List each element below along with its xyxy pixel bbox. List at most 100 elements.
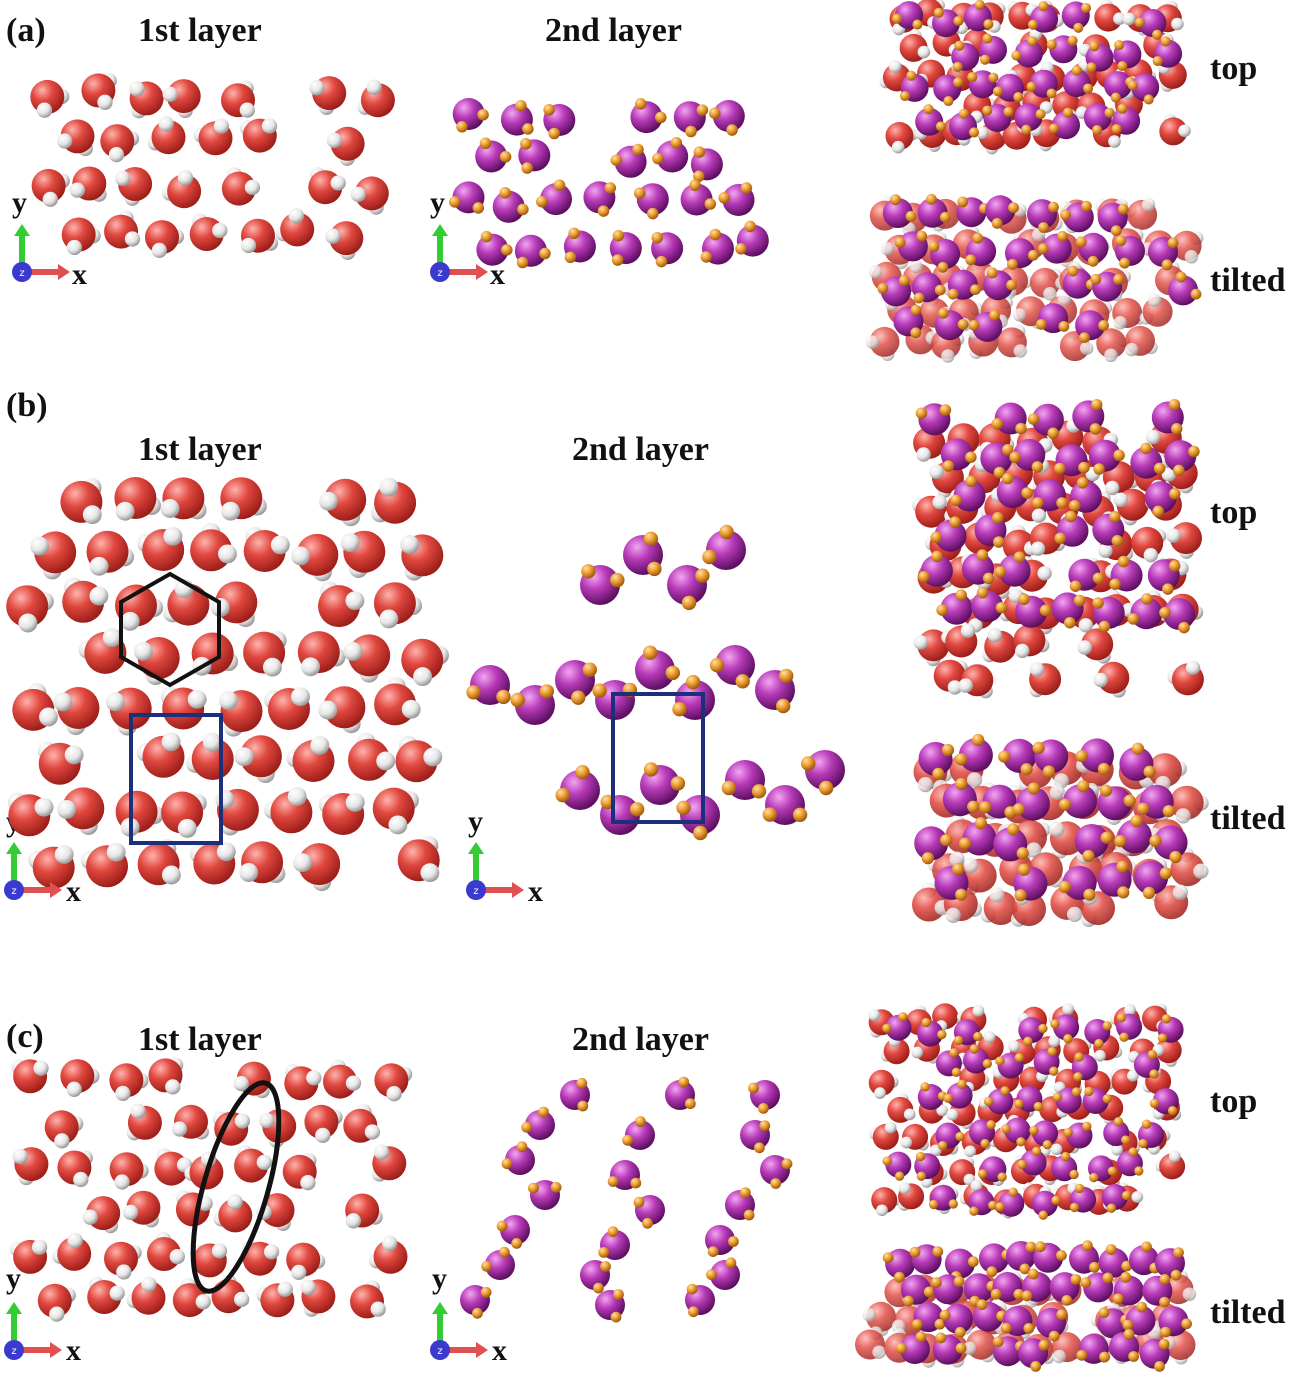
hydrogen-atom-layer2 — [706, 1269, 717, 1281]
hydrogen-atom-layer2 — [954, 1326, 966, 1338]
hydrogen-atom-layer2 — [1102, 1272, 1114, 1284]
hydrogen-atom-layer2 — [931, 1277, 942, 1288]
oxygen-atom-layer2 — [1014, 39, 1043, 68]
hydrogen-atom-layer2 — [953, 77, 964, 88]
hydrogen-atom — [936, 1104, 949, 1117]
hydrogen-atom-layer2 — [1035, 109, 1046, 120]
hydrogen-atom — [1066, 906, 1083, 923]
hydrogen-atom-layer2 — [1038, 1, 1049, 12]
hydrogen-atom-layer2 — [754, 1142, 765, 1154]
hydrogen-atom — [1030, 541, 1046, 556]
hydrogen-atom — [73, 1171, 89, 1188]
hydrogen-atom-layer2 — [528, 1182, 539, 1194]
hydrogen-atom-layer2 — [1033, 1101, 1043, 1112]
hydrogen-atom — [975, 126, 989, 140]
hydrogen-atom-layer2 — [598, 1247, 610, 1258]
hydrogen-atom-layer2 — [517, 203, 529, 216]
hydrogen-atom-layer2 — [759, 1120, 771, 1132]
hydrogen-atom-layer2 — [1092, 572, 1105, 584]
hydrogen-atom-layer2 — [940, 833, 953, 847]
hydrogen-atom-layer2 — [957, 319, 969, 330]
hydrogen-atom-layer2 — [979, 54, 991, 65]
hydrogen-atom-layer2 — [1160, 36, 1171, 47]
hydrogen-atom — [388, 815, 408, 835]
hydrogen-atom — [868, 265, 883, 279]
hydrogen-atom — [221, 501, 241, 521]
hydrogen-atom — [211, 1243, 228, 1259]
hydrogen-atom-layer2 — [781, 1158, 793, 1170]
hydrogen-atom-layer2 — [481, 1260, 492, 1272]
hydrogen-atom-layer2 — [480, 1286, 492, 1298]
hydrogen-atom-layer2 — [890, 194, 901, 206]
hydrogen-atom-layer2 — [953, 1035, 964, 1046]
hydrogen-atom-layer2 — [1159, 867, 1172, 880]
hydrogen-atom-layer2 — [1138, 1138, 1148, 1149]
hydrogen-atom-layer2 — [655, 111, 667, 124]
hydrogen-atom — [34, 797, 54, 817]
hydrogen-atom — [1141, 198, 1156, 212]
axis-x-label: x — [528, 875, 543, 908]
hydrogen-atom-layer2 — [1027, 19, 1039, 30]
hydrogen-atom-layer2 — [915, 1151, 926, 1162]
hydrogen-atom-layer2 — [1020, 763, 1033, 776]
oxygen-atom — [221, 171, 256, 206]
hydrogen-atom — [1147, 293, 1162, 307]
oxygen-atom — [354, 176, 389, 211]
hydrogen-atom-layer2 — [955, 753, 968, 766]
hydrogen-atom-layer2 — [1107, 1166, 1118, 1176]
hydrogen-atom-layer2 — [1048, 201, 1059, 213]
hydrogen-atom-layer2 — [1016, 1137, 1026, 1147]
hydrogen-atom — [49, 1306, 65, 1322]
hydrogen-atom — [12, 1148, 28, 1165]
hydrogen-atom-layer2 — [1001, 1124, 1011, 1134]
hydrogen-atom — [364, 1124, 381, 1140]
hydrogen-atom — [114, 1174, 130, 1190]
hydrogen-atom-layer2 — [937, 1029, 947, 1040]
oxygen-atom-layer2 — [940, 592, 973, 625]
hydrogen-atom — [18, 613, 38, 633]
hydrogen-atom — [233, 1075, 249, 1092]
hydrogen-atom — [386, 1086, 402, 1102]
hydrogen-atom-layer2 — [906, 70, 917, 81]
hydrogen-atom — [212, 222, 228, 239]
hydrogen-atom — [42, 191, 58, 208]
oxygen-atom-layer2 — [1031, 403, 1064, 436]
hydrogen-atom-layer2 — [577, 1100, 589, 1112]
hydrogen-atom-layer2 — [670, 776, 686, 791]
hydrogen-atom-layer2 — [1119, 257, 1130, 269]
hydrogen-atom-layer2 — [1006, 279, 1017, 291]
hydrogen-atom-layer2 — [1127, 613, 1139, 625]
oxygen-atom-layer2 — [1101, 1184, 1128, 1210]
hydrogen-atom-layer2 — [921, 852, 935, 865]
hydrogen-atom-layer2 — [982, 572, 995, 585]
hydrogen-atom-layer2 — [915, 407, 928, 419]
hydrogen-atom-layer2 — [1128, 1147, 1138, 1157]
hydrogen-atom-layer2 — [1134, 17, 1145, 28]
hydrogen-atom-layer2 — [1136, 1301, 1148, 1313]
hydrogen-atom — [106, 842, 126, 862]
hydrogen-atom-layer2 — [1113, 274, 1124, 285]
oxygen-atom-layer2 — [1031, 1190, 1058, 1217]
oxygen-atom-layer2 — [485, 1250, 515, 1280]
hydrogen-atom-layer2 — [1063, 1034, 1073, 1044]
hydrogen-atom — [909, 259, 923, 274]
axis-y-label: y — [432, 1262, 447, 1295]
panel-a-first-layer-title: 1st layer — [138, 12, 262, 49]
hydrogen-atom-layer2 — [974, 0, 985, 10]
hydrogen-atom-layer2 — [611, 254, 624, 266]
oxygen-atom — [1097, 661, 1130, 694]
hydrogen-atom-layer2 — [728, 1236, 739, 1247]
hydrogen-atom-layer2 — [993, 466, 1006, 479]
hydrogen-atom-layer2 — [1014, 1053, 1024, 1063]
hydrogen-atom-layer2 — [632, 143, 644, 156]
hydrogen-atom-layer2 — [1153, 462, 1166, 475]
hydrogen-atom — [1098, 543, 1113, 558]
hydrogen-atom-layer2 — [993, 536, 1005, 548]
hydrogen-atom-layer2 — [1038, 1339, 1050, 1351]
hydrogen-atom-layer2 — [1120, 1271, 1132, 1283]
hydrogen-atom-layer2 — [520, 138, 532, 150]
oxygen-atom — [218, 1198, 253, 1233]
hydrogen-atom — [326, 132, 343, 149]
oxygen-atom-layer2 — [492, 190, 525, 223]
panel-b-label: (b) — [6, 387, 48, 424]
